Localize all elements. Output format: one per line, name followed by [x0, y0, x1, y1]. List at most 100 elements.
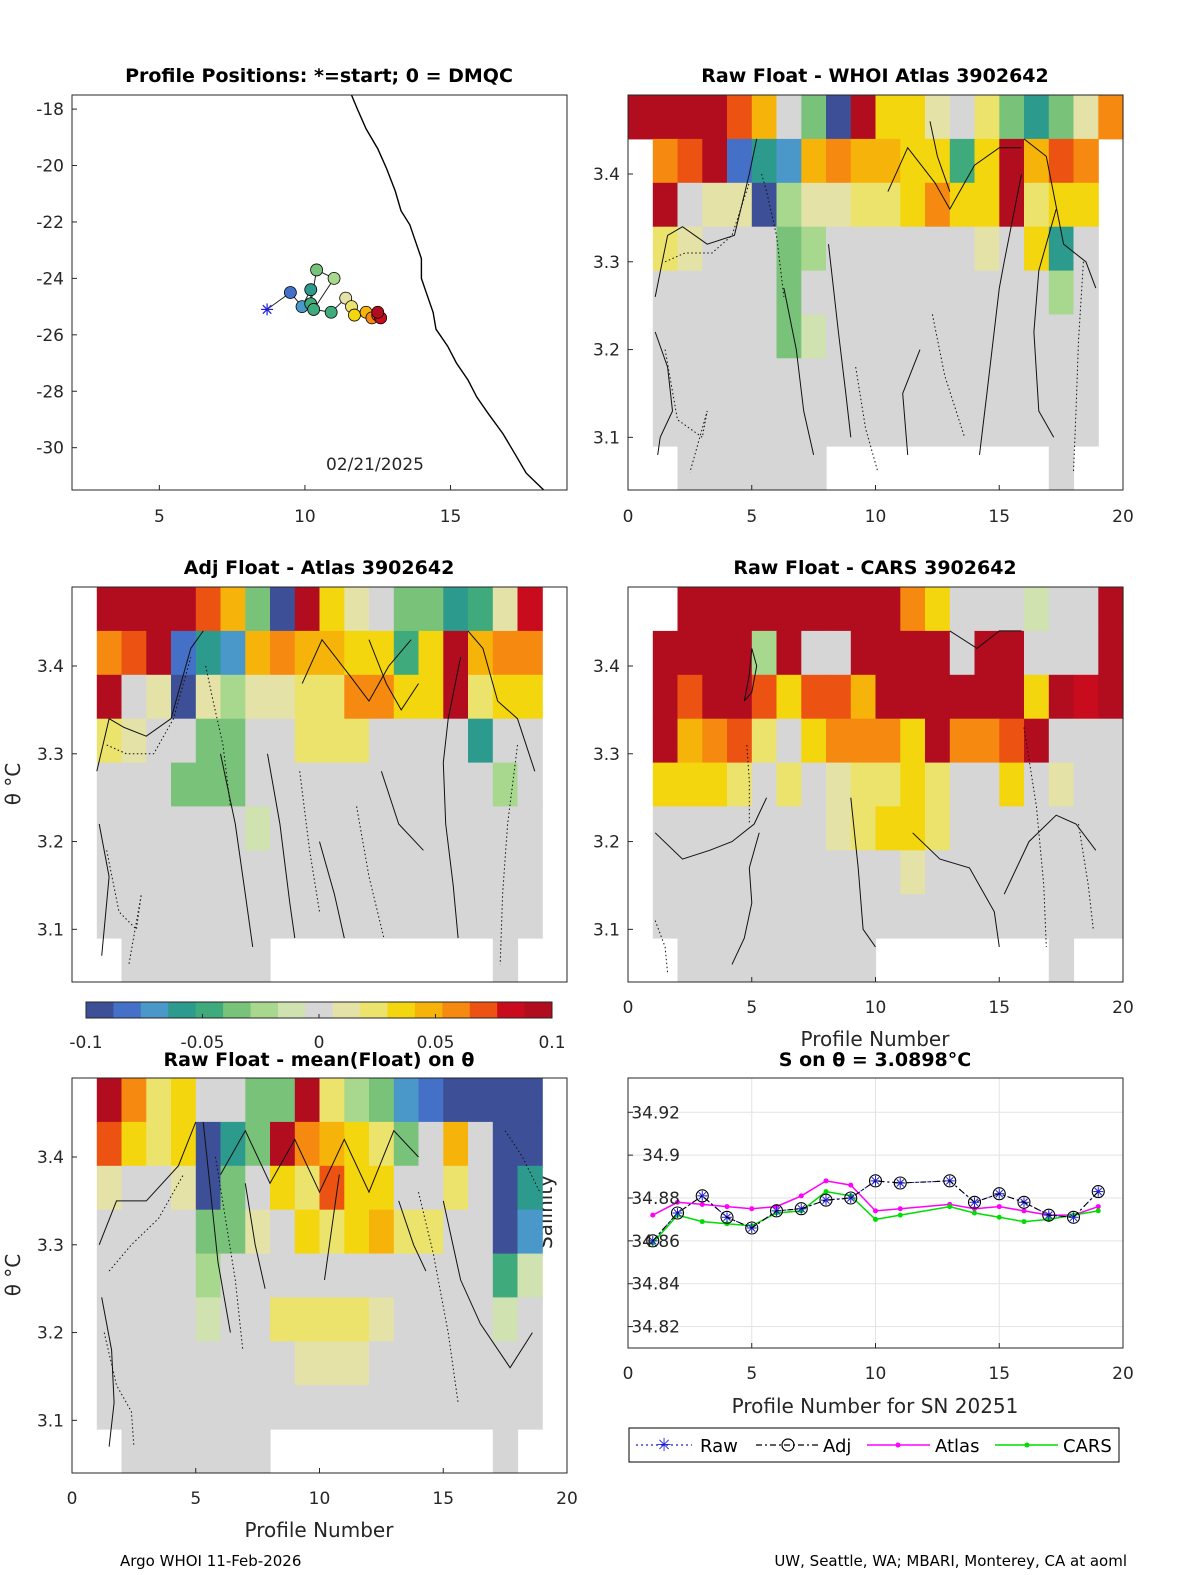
adj-heatmap-cell [195, 806, 222, 851]
mean-heatmap-cell [369, 1121, 395, 1167]
whoi-ytick-label: 3.3 [593, 253, 620, 273]
mean-heatmap-cell [245, 1209, 271, 1255]
adj-heatmap-cell [121, 938, 147, 983]
map-xtick-label: 15 [440, 507, 462, 527]
whoi-heatmap-cell [900, 358, 926, 403]
cars-heatmap-cell [900, 630, 926, 676]
colorbar-swatch [360, 1002, 388, 1018]
cars-heatmap-cell [801, 806, 827, 851]
whoi-ytick-label: 3.4 [593, 165, 620, 185]
adj-heatmap-cell [171, 630, 197, 676]
whoi-heatmap-cell [1073, 270, 1099, 315]
cars-heatmap-cell [826, 762, 852, 807]
adj-heatmap-cell [369, 806, 395, 851]
salinity-point-atlas [749, 1206, 755, 1212]
whoi-heatmap-cell [1048, 95, 1075, 140]
mean-contour-line [398, 1200, 427, 1272]
adj-heatmap-cell [468, 630, 494, 676]
whoi-heatmap-cell [776, 95, 802, 140]
mean-heatmap-cell [468, 1253, 494, 1298]
adj-heatmap-cell [369, 587, 395, 632]
mean-heatmap-cell [270, 1341, 296, 1386]
cars-heatmap-cell [925, 674, 951, 720]
cars-heatmap-cell [702, 674, 728, 720]
whoi-contour-line [654, 331, 674, 455]
mean-heatmap-cell [517, 1385, 543, 1430]
adj-heatmap-cell [418, 894, 444, 939]
salinity-point-adj [943, 1174, 957, 1188]
mean-heatmap-cell [418, 1341, 444, 1386]
whoi-heatmap-cell [677, 314, 703, 359]
cars-heatmap-cell [751, 894, 778, 939]
whoi-contour-line [887, 146, 1022, 211]
adj-heatmap-cell [96, 806, 123, 851]
map-title: Profile Positions: *=start; 0 = DMQC [125, 65, 513, 87]
cars-heatmap-cell [974, 630, 1000, 676]
mean-heatmap-cell [319, 1297, 345, 1342]
salinity-point-adj [967, 1195, 982, 1209]
adj-heatmap-cell [369, 718, 395, 764]
whoi-heatmap-cell [776, 270, 802, 315]
cars-heatmap [652, 587, 1124, 983]
whoi-heatmap-cell [751, 314, 778, 359]
salinity-line-adj [652, 1180, 1099, 1242]
whoi-heatmap-cell [925, 402, 951, 447]
mean-heatmap-cell [270, 1121, 296, 1167]
cars-heatmap-cell [702, 630, 728, 676]
cars-heatmap-cell [1073, 630, 1099, 676]
whoi-heatmap-cell [801, 226, 827, 272]
salinity-point-cars [1095, 1208, 1101, 1214]
cars-heatmap-cell [776, 762, 802, 807]
whoi-heatmap-cell [875, 182, 901, 228]
adj-heatmap-cell [393, 587, 420, 632]
colorbar-swatch [277, 1002, 306, 1018]
whoi-heatmap-cell [1048, 402, 1075, 447]
adj-heatmap-cell [270, 762, 296, 807]
mean-heatmap-cell [245, 1429, 271, 1474]
mean-heatmap-cell [369, 1253, 395, 1298]
whoi-heatmap-cell [875, 226, 901, 272]
whoi-heatmap-cell [702, 314, 728, 359]
mean-heatmap-cell [121, 1078, 147, 1123]
adj-contour-line [368, 639, 419, 711]
mean-heatmap-cell [171, 1165, 197, 1211]
mean-heatmap-cell [171, 1209, 197, 1255]
adj-contour-line [467, 630, 536, 772]
mean-heatmap-cell [245, 1078, 271, 1123]
mean-heatmap-cell [443, 1341, 469, 1386]
mean-heatmap-cell [171, 1429, 197, 1474]
mean-heatmap-cell [517, 1078, 543, 1123]
colorbar-swatch [305, 1002, 334, 1018]
adj-heatmap-cell [195, 674, 222, 720]
whoi-heatmap-cell [900, 138, 926, 184]
adj-heatmap [96, 587, 543, 983]
whoi-heatmap-cell [999, 95, 1025, 140]
adj-heatmap-cell [517, 630, 543, 676]
mean-heatmap-cell [369, 1385, 395, 1430]
salinity-point-adj [819, 1193, 833, 1207]
adj-heatmap-cell [369, 762, 395, 807]
cars-heatmap-cell [875, 674, 901, 720]
mean-heatmap-cell [195, 1341, 222, 1386]
adj-contour-line [380, 771, 424, 851]
salinity-point-adj [1042, 1208, 1056, 1222]
whoi-contour-line [1023, 138, 1097, 289]
whoi-heatmap-cell [826, 402, 852, 447]
salinity-point-adj [695, 1189, 709, 1203]
whoi-heatmap-cell [974, 358, 1000, 403]
adj-contour-line [96, 630, 204, 772]
cars-heatmap-cell [652, 630, 679, 676]
whoi-heatmap-cell [751, 358, 778, 403]
whoi-heatmap-cell [652, 402, 679, 447]
mean-heatmap-cell [220, 1429, 246, 1474]
whoi-heatmap-cell [677, 226, 703, 272]
cars-heatmap-cell [974, 894, 1000, 939]
map-axes-frame [71, 94, 568, 491]
adj-heatmap-cell [418, 630, 444, 676]
colorbar-swatch [524, 1002, 553, 1018]
cars-heatmap-cell [652, 894, 679, 939]
adj-heatmap-cell [443, 850, 469, 895]
cars-heatmap-cell [875, 894, 901, 939]
whoi-heatmap-cell [776, 138, 802, 184]
whoi-heatmap [628, 95, 1124, 491]
